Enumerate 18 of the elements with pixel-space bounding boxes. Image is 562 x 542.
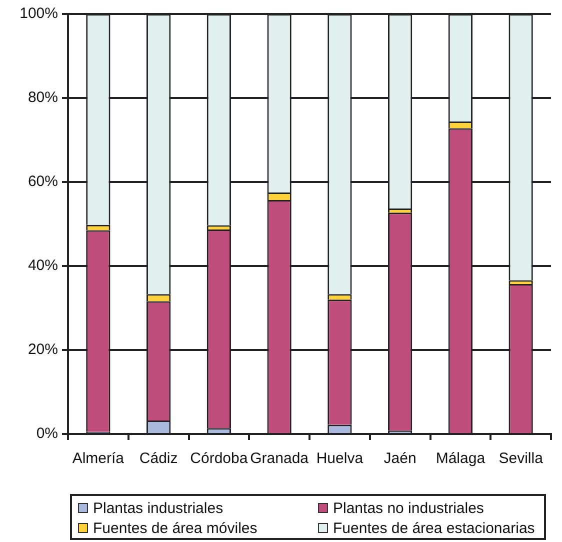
x-tick-label: Cádiz [139,450,178,468]
y-tick-label: 40% [28,257,58,274]
x-tick-label: Jaén [384,450,416,468]
y-tick-label: 100% [20,5,58,22]
y-tick-label: 60% [28,173,58,190]
legend-label: Plantas no industriales [333,500,484,516]
y-tick-label: 0% [36,425,58,442]
x-tick-label: Huelva [316,450,364,468]
x-tick-label: Granada [250,450,310,468]
y-tick-label: 80% [28,89,58,106]
x-tick-label: Sevilla [498,450,544,468]
legend-label: Fuentes de área móviles [93,520,258,536]
y-tick-label: 20% [28,341,58,358]
x-tick-label: Córdoba [190,450,248,468]
legend-label: Fuentes de área estacionarias [333,520,535,536]
legend-label: Plantas industriales [93,500,224,516]
x-tick-label: Almería [72,450,125,468]
x-tick-label: Málaga [436,450,486,468]
